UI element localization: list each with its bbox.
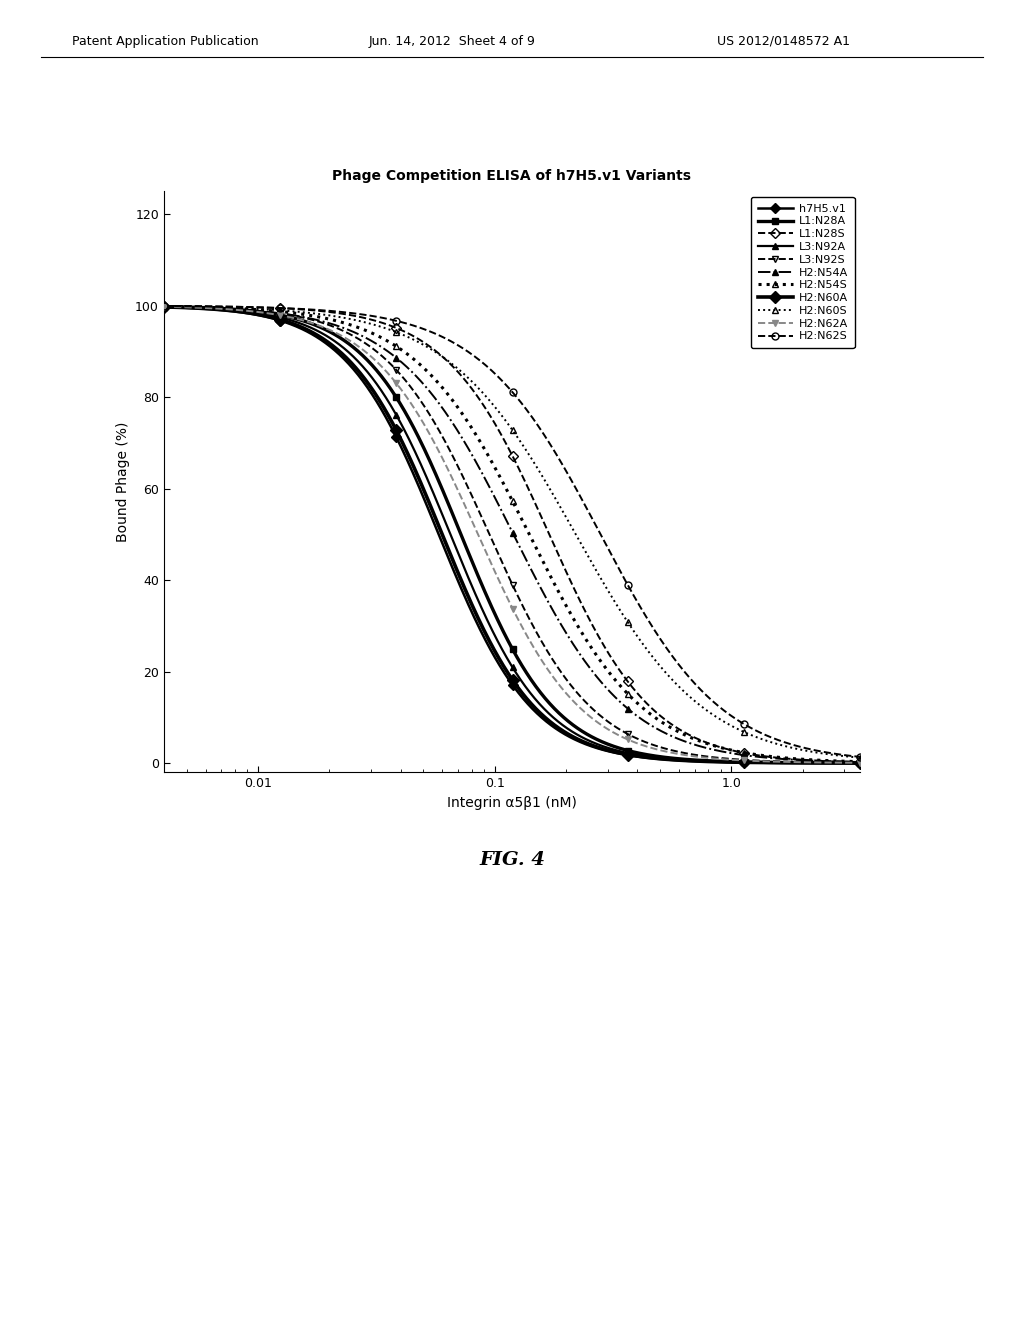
L3:N92A (854, 755, 866, 771)
Line: H2:N54S: H2:N54S (161, 304, 863, 766)
Line: H2:N54A: H2:N54A (161, 304, 863, 766)
L1:N28S (737, 744, 750, 760)
L3:N92S (158, 298, 170, 314)
Text: US 2012/0148572 A1: US 2012/0148572 A1 (717, 34, 850, 48)
H2:N60A (854, 755, 866, 771)
L3:N92A (158, 298, 170, 314)
L1:N28A (737, 754, 750, 770)
H2:N60S (622, 614, 634, 630)
H2:N54S (390, 338, 402, 354)
Title: Phage Competition ELISA of h7H5.v1 Variants: Phage Competition ELISA of h7H5.v1 Varia… (333, 169, 691, 183)
L3:N92S (854, 755, 866, 771)
h7H5.v1 (622, 747, 634, 763)
H2:N60A (274, 312, 287, 327)
Line: L1:N28A: L1:N28A (161, 304, 863, 767)
Line: H2:N60A: H2:N60A (160, 302, 864, 767)
H2:N62A (737, 752, 750, 768)
Legend: h7H5.v1, L1:N28A, L1:N28S, L3:N92A, L3:N92S, H2:N54A, H2:N54S, H2:N60A, H2:N60S,: h7H5.v1, L1:N28A, L1:N28S, L3:N92A, L3:N… (751, 197, 855, 348)
H2:N62A (507, 601, 519, 616)
X-axis label: Integrin α5β1 (nM): Integrin α5β1 (nM) (447, 796, 577, 809)
H2:N60S (507, 422, 519, 438)
L3:N92S (622, 726, 634, 742)
L3:N92S (507, 577, 519, 593)
h7H5.v1 (737, 755, 750, 771)
L1:N28A (158, 298, 170, 314)
Line: H2:N62A: H2:N62A (161, 304, 863, 766)
H2:N62A (158, 298, 170, 314)
h7H5.v1 (854, 755, 866, 771)
L3:N92A (390, 407, 402, 422)
L1:N28A (507, 642, 519, 657)
L1:N28S (854, 754, 866, 770)
L3:N92S (390, 362, 402, 378)
H2:N60A (737, 755, 750, 771)
H2:N54S (737, 744, 750, 760)
Line: H2:N62S: H2:N62S (161, 302, 863, 760)
h7H5.v1 (274, 313, 287, 329)
H2:N62A (854, 755, 866, 771)
H2:N62S (854, 748, 866, 764)
H2:N54S (854, 754, 866, 770)
h7H5.v1 (390, 429, 402, 445)
L1:N28S (622, 673, 634, 689)
H2:N60S (854, 750, 866, 766)
H2:N54A (622, 701, 634, 717)
L1:N28A (390, 389, 402, 405)
H2:N60A (507, 672, 519, 688)
H2:N54S (274, 304, 287, 319)
L1:N28S (158, 298, 170, 314)
L3:N92A (507, 660, 519, 676)
Text: Patent Application Publication: Patent Application Publication (72, 34, 258, 48)
L1:N28A (622, 743, 634, 759)
H2:N62S (737, 715, 750, 731)
H2:N54A (158, 298, 170, 314)
H2:N62S (274, 300, 287, 315)
L1:N28A (854, 755, 866, 771)
L3:N92A (737, 754, 750, 770)
H2:N60S (737, 725, 750, 741)
Y-axis label: Bound Phage (%): Bound Phage (%) (116, 421, 130, 543)
L3:N92A (622, 744, 634, 760)
H2:N54A (390, 350, 402, 366)
H2:N54S (622, 686, 634, 702)
Line: L1:N28S: L1:N28S (161, 302, 863, 766)
H2:N60S (274, 302, 287, 318)
Text: Jun. 14, 2012  Sheet 4 of 9: Jun. 14, 2012 Sheet 4 of 9 (369, 34, 536, 48)
H2:N62A (274, 308, 287, 323)
H2:N60S (390, 325, 402, 341)
H2:N60S (158, 298, 170, 314)
Line: L3:N92S: L3:N92S (161, 304, 863, 766)
H2:N62S (507, 384, 519, 400)
L1:N28A (274, 308, 287, 323)
H2:N62A (390, 375, 402, 391)
Line: H2:N60S: H2:N60S (161, 304, 863, 762)
L3:N92S (737, 752, 750, 768)
L1:N28S (274, 300, 287, 315)
H2:N62S (390, 313, 402, 329)
H2:N60A (158, 300, 170, 315)
Line: h7H5.v1: h7H5.v1 (161, 304, 863, 767)
H2:N54A (274, 305, 287, 321)
L3:N92S (274, 305, 287, 321)
H2:N62S (158, 298, 170, 314)
L1:N28S (507, 449, 519, 465)
H2:N60A (390, 422, 402, 438)
H2:N60A (622, 747, 634, 763)
H2:N54A (507, 525, 519, 541)
H2:N62S (622, 577, 634, 593)
Line: L3:N92A: L3:N92A (161, 304, 863, 767)
h7H5.v1 (158, 300, 170, 315)
H2:N54A (854, 754, 866, 770)
h7H5.v1 (507, 677, 519, 693)
H2:N54S (507, 494, 519, 510)
L1:N28S (390, 319, 402, 335)
H2:N62A (622, 731, 634, 747)
H2:N54S (158, 298, 170, 314)
Text: FIG. 4: FIG. 4 (479, 850, 545, 869)
L3:N92A (274, 309, 287, 325)
H2:N54A (737, 747, 750, 763)
